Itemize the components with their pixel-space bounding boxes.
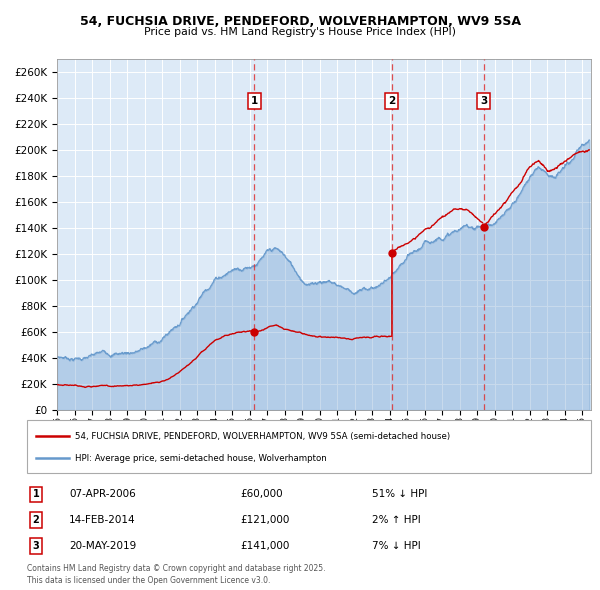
Text: 54, FUCHSIA DRIVE, PENDEFORD, WOLVERHAMPTON, WV9 5SA (semi-detached house): 54, FUCHSIA DRIVE, PENDEFORD, WOLVERHAMP… bbox=[75, 431, 450, 441]
Text: Price paid vs. HM Land Registry's House Price Index (HPI): Price paid vs. HM Land Registry's House … bbox=[144, 27, 456, 37]
Text: 3: 3 bbox=[32, 542, 40, 551]
Text: HPI: Average price, semi-detached house, Wolverhampton: HPI: Average price, semi-detached house,… bbox=[75, 454, 327, 463]
Text: £60,000: £60,000 bbox=[240, 490, 283, 499]
Text: 1: 1 bbox=[32, 490, 40, 499]
Text: 2: 2 bbox=[32, 516, 40, 525]
Text: £121,000: £121,000 bbox=[240, 516, 289, 525]
Text: 51% ↓ HPI: 51% ↓ HPI bbox=[372, 490, 427, 499]
Text: 14-FEB-2014: 14-FEB-2014 bbox=[69, 516, 136, 525]
Text: 07-APR-2006: 07-APR-2006 bbox=[69, 490, 136, 499]
Text: 54, FUCHSIA DRIVE, PENDEFORD, WOLVERHAMPTON, WV9 5SA: 54, FUCHSIA DRIVE, PENDEFORD, WOLVERHAMP… bbox=[79, 15, 521, 28]
Text: 20-MAY-2019: 20-MAY-2019 bbox=[69, 542, 136, 551]
Text: £141,000: £141,000 bbox=[240, 542, 289, 551]
Text: 1: 1 bbox=[251, 96, 258, 106]
Text: 2: 2 bbox=[388, 96, 395, 106]
Text: 2% ↑ HPI: 2% ↑ HPI bbox=[372, 516, 421, 525]
Text: 3: 3 bbox=[480, 96, 487, 106]
Text: 7% ↓ HPI: 7% ↓ HPI bbox=[372, 542, 421, 551]
Text: Contains HM Land Registry data © Crown copyright and database right 2025.
This d: Contains HM Land Registry data © Crown c… bbox=[27, 565, 325, 585]
